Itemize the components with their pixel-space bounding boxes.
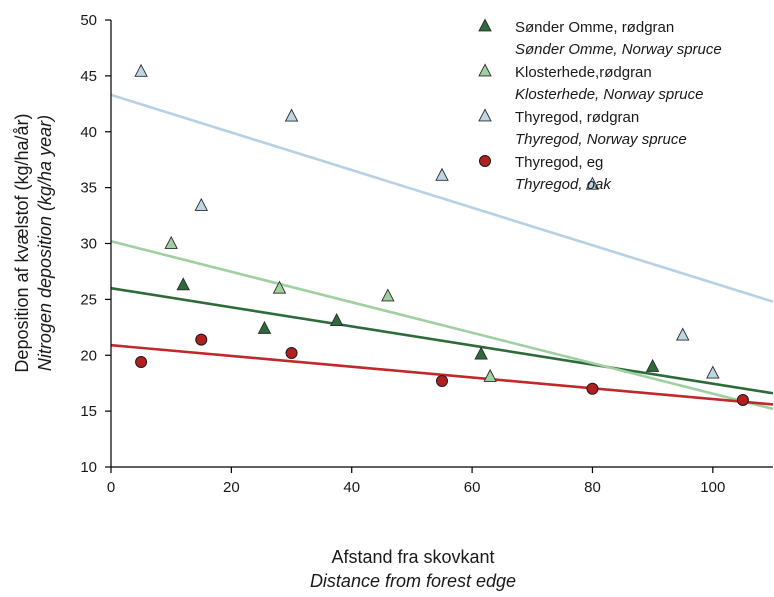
- y-axis-title-en: Nitrogen deposition (kg/ha year): [35, 115, 55, 371]
- ticks: 0 20 40 60 80 100 10 15 20 25 30 35 40 45 50: [80, 12, 725, 496]
- trend-line: [110, 240, 774, 411]
- y-axis-title: Deposition af kvælstof (kg/ha/år): [12, 113, 32, 372]
- data-point: [675, 327, 690, 341]
- data-point: [474, 346, 488, 360]
- legend-label: Klosterhede,rødgran: [515, 64, 652, 81]
- y-tick-label: 25: [80, 291, 97, 308]
- legend-label: Sønder Omme, rødgran: [515, 19, 674, 36]
- data-point: [381, 288, 395, 302]
- legend-marker: [478, 108, 492, 122]
- legend-label-en: Thyregod, Norway spruce: [515, 131, 687, 148]
- data-points: [134, 63, 749, 406]
- x-tick-label: 80: [584, 479, 601, 496]
- y-tick-label: 15: [80, 403, 97, 420]
- x-axis-title-en: Distance from forest edge: [310, 571, 516, 591]
- data-point: [194, 197, 209, 211]
- data-point: [285, 347, 298, 360]
- data-point: [284, 108, 299, 122]
- data-point: [585, 176, 600, 190]
- data-point: [135, 355, 148, 368]
- legend-label-en: Thyregod, oak: [515, 176, 612, 193]
- data-point: [706, 365, 720, 379]
- data-point: [329, 313, 344, 327]
- x-tick-label: 40: [343, 479, 360, 496]
- data-point: [195, 333, 208, 346]
- data-point: [257, 320, 272, 334]
- legend-marker: [478, 63, 492, 77]
- trend-line: [110, 286, 774, 395]
- x-tick-label: 100: [700, 479, 725, 496]
- x-tick-label: 60: [464, 479, 481, 496]
- data-point: [134, 63, 148, 77]
- legend-label-en: Klosterhede, Norway spruce: [515, 86, 703, 103]
- y-tick-label: 50: [80, 12, 97, 29]
- data-point: [586, 382, 599, 395]
- trend-line: [110, 93, 774, 303]
- x-tick-label: 0: [107, 479, 115, 496]
- legend-marker: [478, 18, 492, 32]
- data-point: [164, 235, 178, 249]
- data-point: [436, 374, 448, 387]
- legend-marker: [479, 155, 491, 167]
- legend-label: Thyregod, rødgran: [515, 109, 639, 126]
- y-tick-label: 10: [80, 459, 97, 476]
- x-axis-title: Afstand fra skovkant: [331, 547, 494, 567]
- x-tick-label: 20: [223, 479, 240, 496]
- legend-label: Thyregod, eg: [515, 154, 603, 171]
- legend: Sønder Omme, rødgran Sønder Omme, Norway …: [478, 18, 722, 193]
- legend-label-en: Sønder Omme, Norway spruce: [515, 41, 722, 58]
- y-tick-label: 30: [80, 236, 97, 253]
- data-point: [435, 167, 449, 181]
- data-point: [483, 368, 497, 382]
- data-point: [645, 358, 660, 372]
- y-tick-label: 20: [80, 347, 97, 364]
- data-point: [272, 280, 287, 294]
- trend-line: [110, 343, 774, 406]
- y-tick-label: 45: [80, 68, 97, 85]
- data-point: [176, 277, 190, 291]
- trend-lines: [110, 93, 774, 411]
- data-point: [736, 393, 749, 406]
- y-tick-label: 40: [80, 124, 97, 141]
- y-tick-label: 35: [80, 180, 97, 197]
